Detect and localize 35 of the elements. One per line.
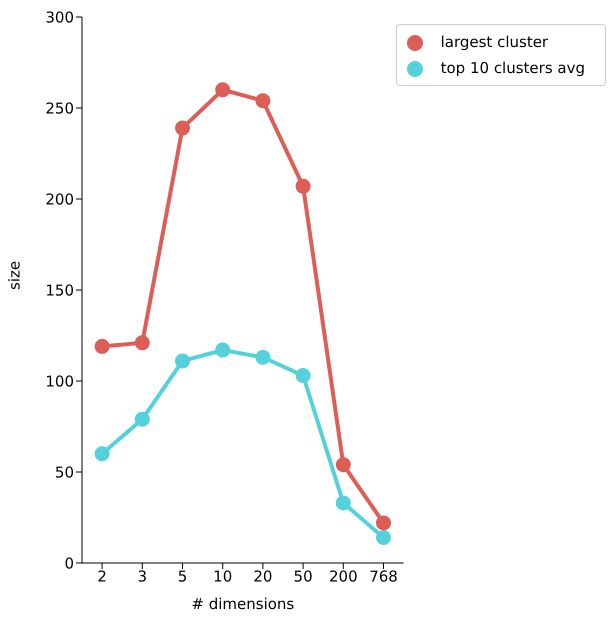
x-tick-label: 2 — [97, 568, 107, 586]
x-tick-label: 20 — [253, 568, 272, 586]
point — [175, 120, 190, 136]
point — [336, 457, 351, 472]
point — [255, 93, 270, 108]
y-tick-label: 150 — [45, 281, 74, 300]
y-tick-label: 50 — [54, 463, 74, 482]
point — [376, 530, 392, 546]
x-tick-label: 10 — [213, 568, 232, 586]
point — [215, 342, 230, 358]
y-axis-title: size — [5, 260, 24, 290]
point — [296, 368, 311, 384]
x-tick-label: 200 — [328, 568, 358, 586]
x-tick-label: 5 — [178, 568, 188, 586]
y-tick-label: 250 — [45, 99, 74, 118]
x-axis-title: # dimensions — [191, 595, 294, 613]
point — [175, 353, 190, 368]
y-tick-label: 200 — [45, 190, 74, 208]
x-tick-label: 768 — [369, 568, 398, 586]
point — [94, 446, 110, 462]
point — [255, 350, 270, 365]
point — [94, 338, 110, 354]
point — [134, 335, 150, 350]
x-tick-label: 50 — [294, 568, 313, 586]
point — [336, 495, 351, 510]
x-tick-label: 3 — [138, 568, 148, 586]
point — [376, 515, 392, 530]
point — [134, 412, 150, 427]
legend-label: top 10 clusters avg — [440, 59, 585, 77]
y-tick-label: 100 — [45, 372, 74, 390]
y-tick-label: 300 — [45, 8, 74, 26]
point — [296, 178, 311, 194]
y-tick-label: 0 — [64, 554, 74, 572]
legend-label: largest cluster — [440, 33, 548, 51]
point — [215, 82, 230, 98]
